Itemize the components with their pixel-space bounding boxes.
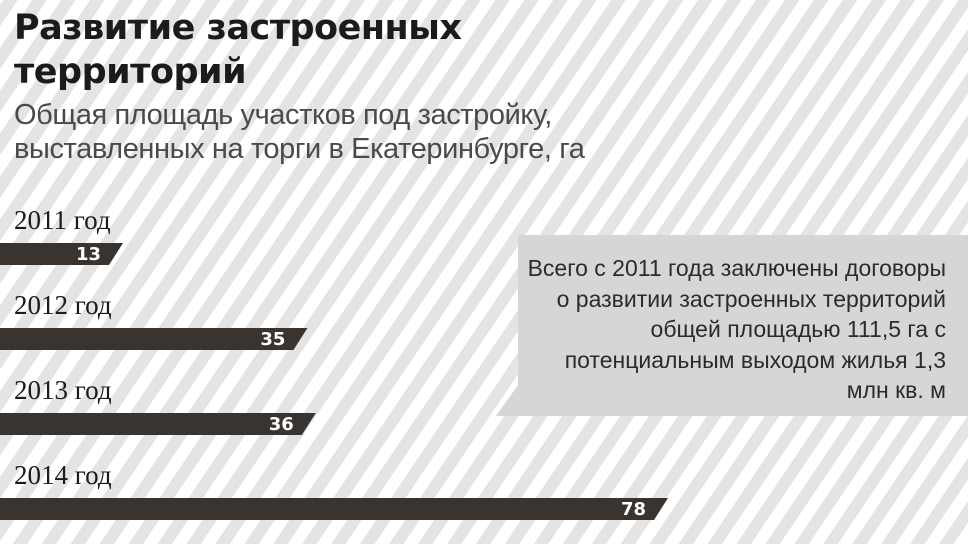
category-label: 2014 год xyxy=(14,460,112,490)
summary-note: Всего с 2011 года заключены договоры о р… xyxy=(496,235,968,416)
page-subtitle: Общая площадь участков под застройку, вы… xyxy=(14,99,585,165)
bar-row: 2011 год 13 xyxy=(0,205,123,265)
bar-row: 2013 год 36 xyxy=(0,375,316,435)
bar-row: 2012 год 35 xyxy=(0,290,308,350)
bar xyxy=(0,498,668,520)
bar xyxy=(0,413,316,435)
bar-value-label: 78 xyxy=(621,499,646,520)
summary-note-text: Всего с 2011 года заключены договоры о р… xyxy=(527,255,946,403)
bar-value-label: 13 xyxy=(76,244,101,265)
category-label: 2011 год xyxy=(14,205,111,235)
bar-row: 2014 год 78 xyxy=(0,460,668,520)
bar-value-label: 36 xyxy=(269,414,294,435)
category-label: 2012 год xyxy=(14,290,112,320)
bar-value-label: 35 xyxy=(260,329,285,350)
category-label: 2013 год xyxy=(14,375,112,405)
bar-chart: 2011 год 13 2012 год 35 2013 год 36 2014 год 78 xyxy=(0,205,668,520)
bar xyxy=(0,243,123,265)
summary-note-background xyxy=(496,235,968,416)
bar xyxy=(0,328,308,350)
page-title: Развитие застроенных территорий xyxy=(14,8,462,92)
